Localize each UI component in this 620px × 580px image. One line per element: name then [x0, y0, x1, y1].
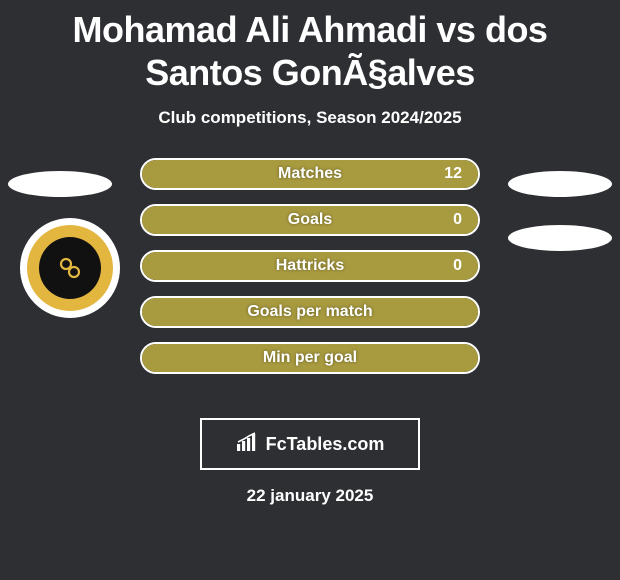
bar-value-right: 12 — [444, 165, 462, 183]
page-title: Mohamad Ali Ahmadi vs dos Santos GonÃ§al… — [0, 0, 620, 94]
player-left-badge — [8, 171, 112, 197]
bar-row: Goals 0 — [140, 204, 480, 236]
page-subtitle: Club competitions, Season 2024/2025 — [0, 108, 620, 128]
date-label: 22 january 2025 — [0, 486, 620, 506]
bar-row: Matches 12 — [140, 158, 480, 190]
player-right-badge — [508, 171, 612, 197]
team-logo-core-icon — [55, 253, 85, 283]
bar-label: Hattricks — [276, 257, 344, 275]
bar-value-right: 0 — [453, 211, 462, 229]
bar-row: Min per goal — [140, 342, 480, 374]
player-right-badge-2 — [508, 225, 612, 251]
comparison-chart: Matches 12 Goals 0 Hattricks 0 Goals per match… — [0, 158, 620, 408]
bar-value-right: 0 — [453, 257, 462, 275]
brand-chart-icon — [236, 432, 260, 457]
team-logo-left — [20, 218, 120, 318]
bar-label: Goals — [288, 211, 332, 229]
brand-box: FcTables.com — [200, 418, 420, 470]
bar-label: Matches — [278, 165, 342, 183]
bars-container: Matches 12 Goals 0 Hattricks 0 Goals per match… — [140, 158, 480, 388]
bar-row: Goals per match — [140, 296, 480, 328]
bar-row: Hattricks 0 — [140, 250, 480, 282]
bar-label: Min per goal — [263, 349, 357, 367]
bar-label: Goals per match — [247, 303, 372, 321]
brand-text: FcTables.com — [266, 434, 385, 455]
